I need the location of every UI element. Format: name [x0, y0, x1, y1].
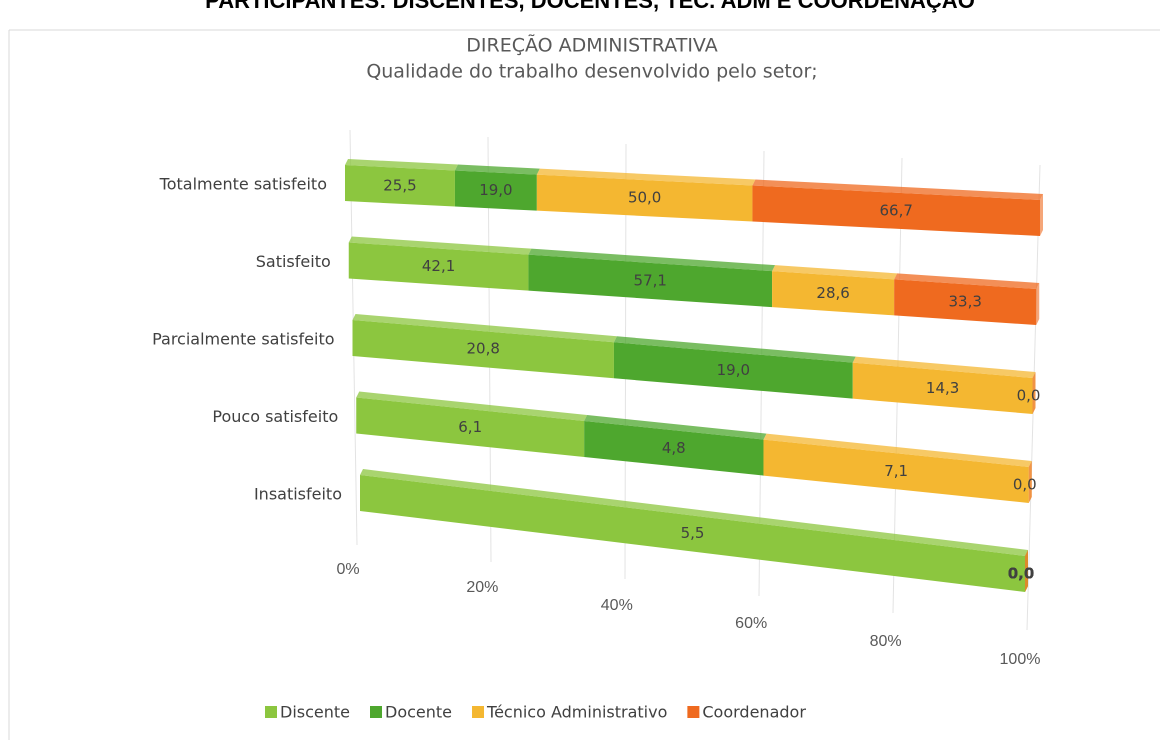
bar-end [1025, 550, 1028, 592]
data-label: 19,0 [479, 181, 512, 199]
data-label: 33,3 [948, 293, 981, 311]
bar-face [352, 320, 614, 379]
x-tick-label: 0% [336, 561, 359, 578]
bar-top [352, 314, 617, 343]
bar-segment [454, 164, 540, 211]
data-label: 57,1 [634, 271, 667, 289]
bar-top [763, 433, 1032, 467]
data-label: 42,1 [422, 257, 455, 275]
bar-end [1036, 283, 1040, 325]
category-label: Totalmente satisfeito [159, 175, 327, 194]
data-label: 66,7 [880, 201, 913, 219]
bar-segment [345, 159, 458, 207]
legend-label: Discente [280, 703, 350, 722]
bar-top [528, 248, 776, 272]
bar-face [454, 170, 537, 211]
data-label: 4,8 [662, 439, 686, 457]
bar-face [345, 165, 455, 207]
bar-top [356, 391, 588, 422]
data-label: 20,8 [467, 340, 500, 358]
bar-top [852, 356, 1036, 378]
bar-top [894, 273, 1040, 289]
bar-top [772, 265, 898, 280]
bar-face [584, 421, 764, 476]
bar-face [763, 439, 1029, 503]
bar-top [345, 159, 458, 171]
data-label: 28,6 [816, 284, 849, 302]
bar-segment [752, 179, 1043, 236]
bar-face [613, 342, 853, 399]
category-label: Parcialmente satisfeito [152, 330, 334, 349]
bar-face [852, 362, 1033, 414]
data-label: 0,0 [1013, 476, 1037, 494]
x-tick-label: 20% [466, 579, 498, 596]
bar-face [348, 242, 529, 291]
bar-segment [1032, 372, 1036, 414]
category-label: Pouco satisfeito [212, 407, 338, 426]
data-label: 0,0 [1008, 565, 1035, 583]
legend-swatch [472, 706, 485, 718]
bar-segment [528, 248, 776, 308]
bar-face [752, 185, 1040, 236]
bar-top [584, 415, 767, 440]
bar-top [360, 469, 1028, 556]
bar-face [536, 174, 753, 222]
legend-label: Técnico Administrativo [486, 703, 667, 722]
data-label: 25,5 [383, 176, 416, 194]
bar-end [1032, 372, 1036, 414]
data-label: 14,3 [926, 379, 959, 397]
data-label: 5,5 [681, 524, 705, 542]
page-header: PARTICIPANTES: DISCENTES, DOCENTES, TÉC.… [205, 0, 975, 13]
bar-face [360, 475, 1025, 592]
data-label: 50,0 [628, 189, 661, 207]
category-label: Insatisfeito [254, 485, 342, 504]
data-label: 0,0 [1008, 565, 1035, 583]
bar-top [613, 336, 856, 363]
bar-face [528, 254, 773, 308]
legend-swatch [265, 706, 277, 718]
bar-top [536, 168, 756, 186]
chart-title: DIREÇÃO ADMINISTRATIVA [466, 34, 717, 57]
bar-segment [348, 236, 532, 291]
bar-end [1028, 461, 1032, 503]
bar-top [348, 236, 532, 255]
bar-segment [894, 273, 1040, 325]
bar-segment [352, 314, 617, 379]
chart-subtitle: Qualidade do trabalho desenvolvido pelo … [366, 61, 817, 83]
bar-segment [536, 168, 756, 222]
x-tick-label: 60% [735, 615, 767, 632]
legend-label: Coordenador [702, 703, 806, 722]
bar-face [772, 271, 895, 316]
x-tick-label: 80% [870, 633, 902, 650]
legend-label: Docente [385, 703, 452, 722]
data-label: 7,1 [884, 462, 908, 480]
bar-end [1040, 194, 1043, 236]
bar-segment [1028, 461, 1032, 503]
bar-segment [356, 391, 588, 458]
bar-top [752, 179, 1043, 200]
data-label: 19,0 [717, 361, 750, 379]
bar-segment [613, 336, 856, 399]
category-label: Satisfeito [256, 252, 331, 271]
legend-swatch [687, 706, 700, 718]
legend-swatch [370, 706, 382, 718]
chart-frame [8, 29, 1160, 740]
bar-face [894, 279, 1037, 325]
bar-face [356, 397, 585, 458]
data-label: 0,0 [1008, 565, 1035, 583]
data-label: 6,1 [458, 418, 482, 436]
bar-segment [1025, 550, 1028, 592]
bar-segment [584, 415, 767, 476]
bar-top [454, 164, 540, 175]
x-tick-label: 40% [601, 597, 633, 614]
data-label: 0,0 [1017, 387, 1041, 405]
x-tick-label: 100% [1000, 651, 1041, 668]
bar-segment [772, 265, 898, 316]
